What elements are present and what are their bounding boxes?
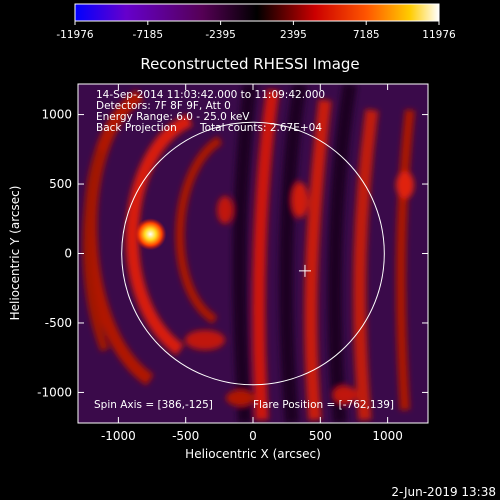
x-axis-label: Heliocentric X (arcsec): [185, 447, 321, 461]
flare-hotspot: [134, 218, 167, 251]
colorbar-tick-label: 11976: [422, 29, 456, 41]
x-tick-label: 500: [309, 429, 332, 443]
info-counts: Total counts: 2.67E+04: [199, 122, 322, 134]
y-tick-label: -500: [45, 316, 72, 330]
colorbar: -11976 -7185 -2395 2395 7185 11976: [56, 3, 456, 41]
x-tick-label: 0: [249, 429, 257, 443]
info-block: 14-Sep-2014 11:03:42.000 to 11:09:42.000…: [96, 89, 325, 134]
spin-axis-label: Spin Axis = [386,-125]: [94, 399, 213, 411]
emission-pattern: [82, 84, 415, 423]
solar-limb: [121, 121, 385, 386]
info-energy: Energy Range: 6.0 - 25.0 keV: [96, 111, 250, 123]
x-tick-label: -500: [172, 429, 199, 443]
colorbar-ticks: -11976 -7185 -2395 2395 7185 11976: [56, 21, 456, 41]
y-tick-label: 0: [64, 247, 72, 261]
chart-title: Reconstructed RHESSI Image: [140, 55, 359, 73]
colorbar-gradient: [74, 3, 440, 22]
flare-position-label: Flare Position = [-762,139]: [253, 399, 394, 411]
info-detectors: Detectors: 7F 8F 9F, Att 0: [96, 100, 231, 112]
y-axis-ticks: -1000 -500 0 500 1000: [37, 108, 428, 399]
x-axis-ticks: -1000 -500 0 500 1000: [101, 84, 403, 443]
plot-area: [77, 83, 429, 424]
info-time: 14-Sep-2014 11:03:42.000 to 11:09:42.000: [96, 89, 325, 101]
colorbar-tick-label: -2395: [205, 29, 236, 41]
colorbar-tick-label: -7185: [133, 29, 164, 41]
colorbar-tick-label: -11976: [56, 29, 94, 41]
y-tick-label: -1000: [37, 385, 72, 399]
info-method: Back Projection: [96, 122, 177, 134]
spin-axis-marker: [298, 264, 311, 277]
y-axis-label: Heliocentric Y (arcsec): [8, 186, 22, 321]
colorbar-tick-label: 2395: [280, 29, 307, 41]
colorbar-tick-label: 7185: [353, 29, 380, 41]
y-tick-label: 1000: [41, 108, 72, 122]
x-tick-label: 1000: [372, 429, 403, 443]
x-tick-label: -1000: [101, 429, 136, 443]
footer-timestamp: 2-Jun-2019 13:38: [391, 485, 496, 499]
y-tick-label: 500: [49, 177, 72, 191]
